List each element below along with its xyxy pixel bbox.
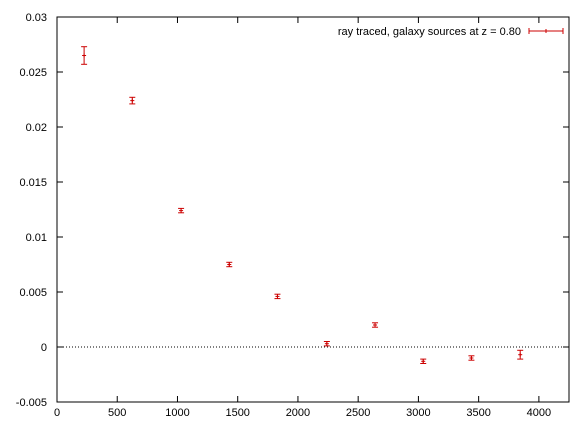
plot-frame bbox=[56, 16, 570, 403]
x-tick-label: 500 bbox=[108, 407, 126, 419]
x-tick-label: 4000 bbox=[527, 407, 551, 419]
x-tick-label: 1500 bbox=[225, 407, 249, 419]
data-point bbox=[468, 355, 475, 361]
y-tick-label: -0.005 bbox=[16, 397, 47, 409]
data-point bbox=[274, 293, 281, 300]
data-point bbox=[81, 46, 88, 65]
y-tick-label: 0 bbox=[41, 342, 47, 354]
y-tick-label: 0.03 bbox=[26, 12, 47, 24]
y-tick-label: 0.005 bbox=[19, 287, 47, 299]
axes bbox=[56, 16, 570, 403]
y-tick-label: 0.015 bbox=[19, 177, 47, 189]
x-tick-label: 2500 bbox=[346, 407, 370, 419]
data-points bbox=[81, 46, 524, 364]
data-point bbox=[226, 261, 233, 268]
x-tick-label: 3000 bbox=[406, 407, 430, 419]
x-tick-label: 1000 bbox=[165, 407, 189, 419]
y-tick-label: 0.02 bbox=[26, 122, 47, 134]
legend-label: ray traced, galaxy sources at z = 0.80 bbox=[338, 26, 521, 38]
x-tick-label: 3500 bbox=[466, 407, 490, 419]
y-tick-label: 0.025 bbox=[19, 67, 47, 79]
data-point bbox=[517, 349, 524, 360]
tick-marks bbox=[56, 16, 569, 403]
y-tick-label: 0.01 bbox=[26, 232, 47, 244]
x-tick-label: 0 bbox=[54, 407, 60, 419]
legend: ray traced, galaxy sources at z = 0.80 bbox=[338, 26, 564, 38]
y-tick-labels: -0.005 0 0.005 0.01 0.015 0.02 0.025 0.03 bbox=[16, 12, 47, 409]
data-point bbox=[323, 341, 330, 347]
x-tick-labels: 0 500 1000 1500 2000 2500 3000 3500 4000 bbox=[54, 407, 551, 419]
data-point bbox=[372, 322, 379, 328]
data-point bbox=[420, 358, 427, 364]
data-point bbox=[178, 207, 185, 214]
data-point bbox=[129, 96, 136, 105]
x-tick-label: 2000 bbox=[286, 407, 310, 419]
